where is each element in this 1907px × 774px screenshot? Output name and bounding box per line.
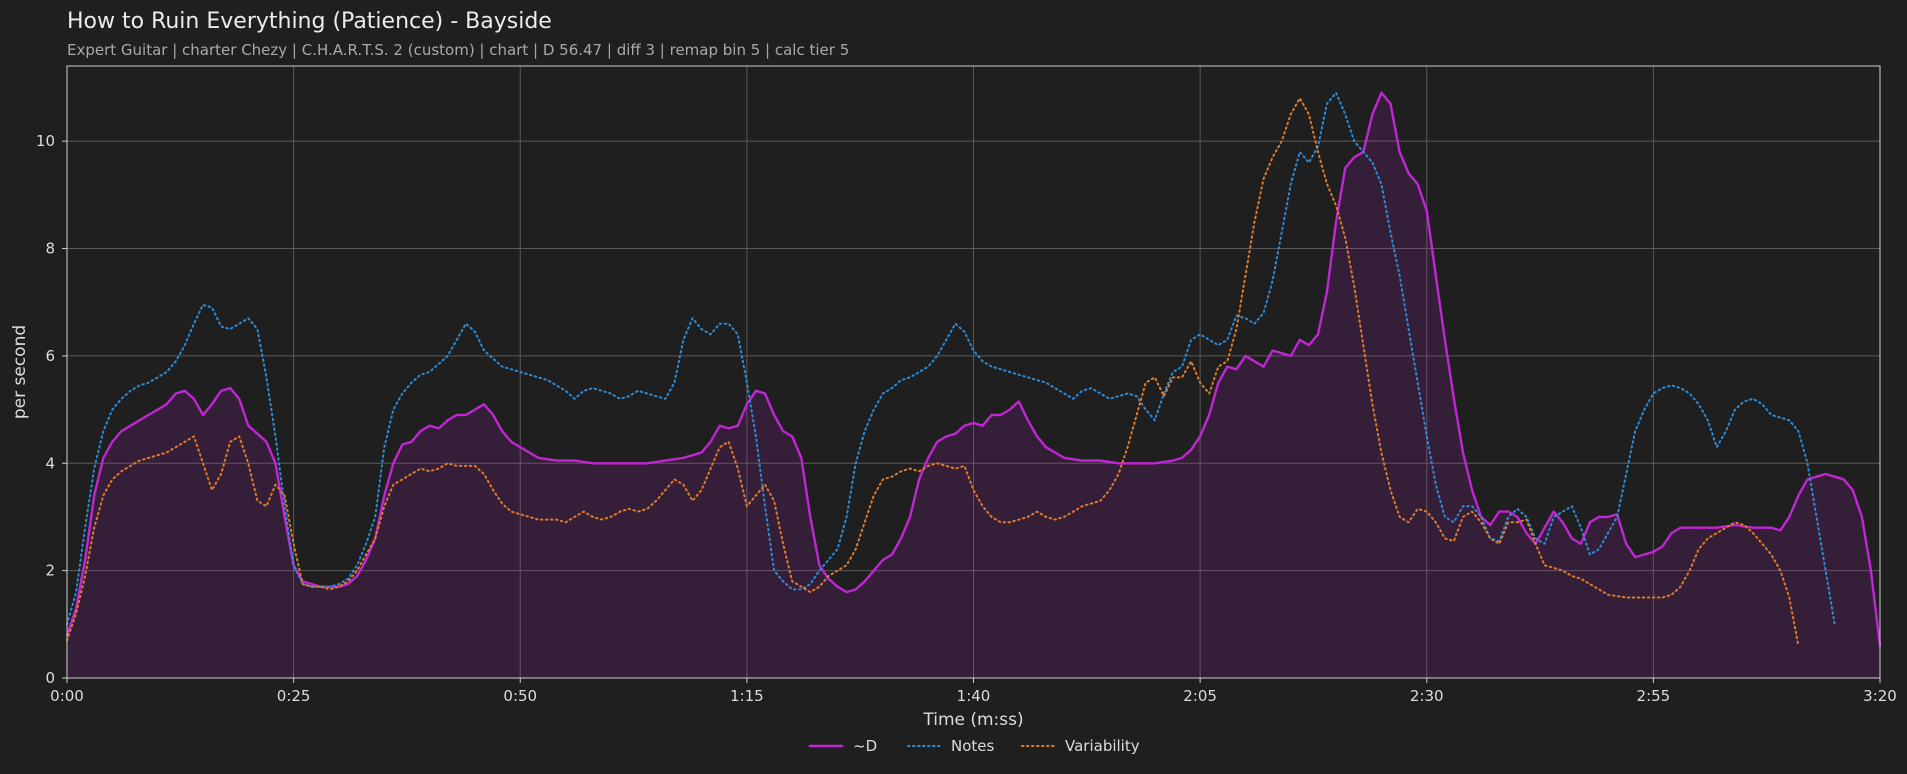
x-tick-label: 2:05	[1183, 687, 1217, 705]
legend-item-0[interactable]: ~D	[808, 737, 877, 755]
chart-title: How to Ruin Everything (Patience) - Bays…	[67, 9, 552, 34]
y-tick-label: 2	[45, 562, 55, 580]
legend-item-1[interactable]: Notes	[907, 737, 995, 755]
legend-label: Variability	[1065, 737, 1140, 755]
y-axis-label: per second	[10, 325, 30, 419]
x-tick-label: 1:40	[957, 687, 991, 705]
axis-ticks: 0:00 0:25 0:50 1:15 1:40 2:05 2:30 2:55 3:20 0 2 4 6…	[36, 132, 1897, 705]
y-tick-label: 6	[45, 347, 55, 365]
series-line-1	[66, 91, 1836, 626]
x-tick-label: 0:25	[277, 687, 311, 705]
series-lines	[65, 91, 1882, 647]
series-area-0	[67, 92, 1880, 679]
series-line-2	[66, 97, 1800, 647]
x-tick-label: 2:30	[1410, 687, 1444, 705]
series-line-0	[65, 91, 1882, 647]
x-tick-label: 1:15	[730, 687, 764, 705]
x-tick-label: 3:20	[1863, 687, 1897, 705]
y-tick-label: 4	[45, 454, 55, 472]
y-tick-label: 8	[45, 240, 55, 258]
legend-label: Notes	[951, 737, 995, 755]
series-fill	[67, 92, 1880, 679]
x-tick-label: 0:00	[50, 687, 84, 705]
y-tick-label: 0	[45, 669, 55, 687]
chart-subtitle: Expert Guitar | charter Chezy | C.H.A.R.…	[67, 41, 849, 59]
legend[interactable]: ~D Notes Variability	[808, 737, 1140, 755]
x-tick-label: 2:55	[1637, 687, 1671, 705]
x-tick-label: 0:50	[503, 687, 537, 705]
y-tick-label: 10	[36, 132, 55, 150]
legend-label: ~D	[853, 737, 877, 755]
x-axis-label: Time (m:ss)	[922, 710, 1023, 730]
legend-item-2[interactable]: Variability	[1021, 737, 1140, 755]
